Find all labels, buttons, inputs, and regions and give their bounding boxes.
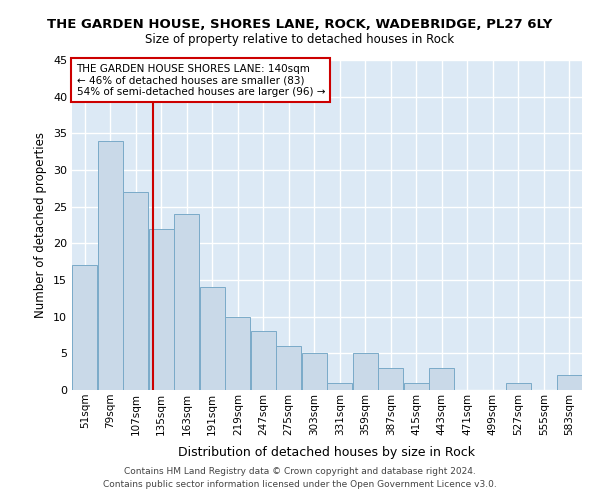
Bar [276, 346, 301, 390]
Text: THE GARDEN HOUSE, SHORES LANE, ROCK, WADEBRIDGE, PL27 6LY: THE GARDEN HOUSE, SHORES LANE, ROCK, WAD… [47, 18, 553, 30]
Text: Contains HM Land Registry data © Crown copyright and database right 2024.: Contains HM Land Registry data © Crown c… [124, 467, 476, 476]
Bar [98, 140, 123, 390]
Bar [149, 228, 174, 390]
Bar [200, 288, 225, 390]
Bar [72, 266, 97, 390]
Bar [174, 214, 199, 390]
Bar [251, 332, 276, 390]
Bar [225, 316, 250, 390]
Bar [506, 382, 531, 390]
Text: Size of property relative to detached houses in Rock: Size of property relative to detached ho… [145, 32, 455, 46]
Bar [429, 368, 454, 390]
Text: THE GARDEN HOUSE SHORES LANE: 140sqm
← 46% of detached houses are smaller (83)
5: THE GARDEN HOUSE SHORES LANE: 140sqm ← 4… [77, 64, 325, 97]
Y-axis label: Number of detached properties: Number of detached properties [34, 132, 47, 318]
Bar [404, 382, 429, 390]
Bar [378, 368, 403, 390]
X-axis label: Distribution of detached houses by size in Rock: Distribution of detached houses by size … [179, 446, 476, 459]
Bar [327, 382, 352, 390]
Text: Contains public sector information licensed under the Open Government Licence v3: Contains public sector information licen… [103, 480, 497, 489]
Bar [353, 354, 378, 390]
Bar [302, 354, 327, 390]
Bar [557, 376, 582, 390]
Bar [123, 192, 148, 390]
